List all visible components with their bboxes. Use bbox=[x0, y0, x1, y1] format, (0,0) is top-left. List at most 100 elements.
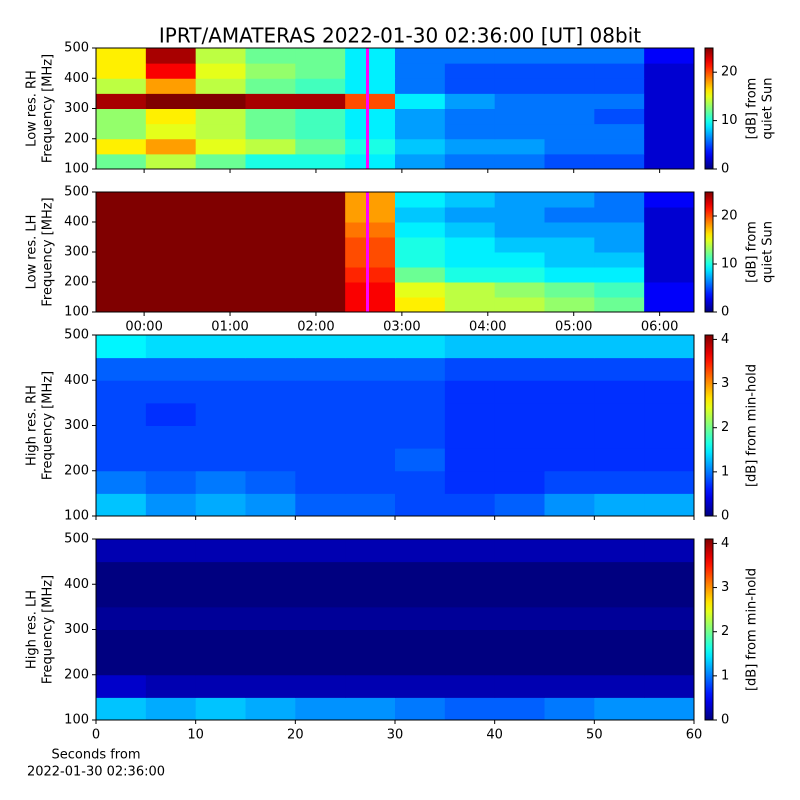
heatmap-cell bbox=[594, 267, 645, 283]
heatmap-cell bbox=[295, 357, 346, 381]
heatmap-cell bbox=[444, 222, 496, 238]
heatmap-cell bbox=[544, 252, 595, 268]
heatmap-cell bbox=[245, 380, 296, 404]
colorbar-tick-label: 1 bbox=[721, 464, 729, 479]
heatmap-cell bbox=[145, 138, 197, 155]
heatmap-cell bbox=[544, 267, 595, 283]
heatmap-cell bbox=[494, 123, 545, 140]
heatmap-cell bbox=[494, 470, 545, 494]
heatmap-cell bbox=[644, 470, 695, 494]
heatmap-cell bbox=[295, 470, 346, 494]
heatmap-cell bbox=[245, 138, 296, 155]
heatmap-cell bbox=[295, 380, 346, 404]
heatmap-cell bbox=[444, 237, 496, 253]
heatmap-cell bbox=[444, 93, 496, 109]
colorbar-tick-label: 20 bbox=[721, 65, 738, 80]
heatmap-cell bbox=[96, 674, 147, 698]
heatmap-cell bbox=[544, 93, 595, 109]
y-axis-label: Frequency [MHz] bbox=[41, 54, 56, 163]
heatmap-cell bbox=[96, 192, 147, 208]
heatmap-cell bbox=[345, 192, 396, 208]
heatmap-cell bbox=[594, 48, 645, 64]
colorbar-label: [dB] from bbox=[745, 221, 760, 283]
heatmap-cell bbox=[594, 652, 645, 676]
heatmap-cell bbox=[145, 63, 197, 79]
heatmap-cell bbox=[245, 652, 296, 676]
heatmap-cell bbox=[395, 63, 446, 79]
x-tick-label: 04:00 bbox=[469, 320, 506, 335]
heatmap-cell bbox=[195, 606, 246, 630]
heatmap-cell bbox=[444, 192, 496, 208]
heatmap-cell bbox=[444, 539, 496, 563]
heatmap-cell bbox=[195, 448, 246, 472]
heatmap-cell bbox=[345, 153, 396, 170]
heatmap-cell bbox=[644, 192, 695, 208]
colorbar bbox=[704, 538, 714, 721]
heatmap-cell bbox=[295, 48, 346, 64]
heatmap-cell bbox=[594, 380, 645, 404]
heatmap-cell bbox=[594, 108, 645, 125]
heatmap-cell bbox=[395, 697, 446, 721]
heatmap-cell bbox=[494, 357, 545, 381]
heatmap-cell bbox=[544, 652, 595, 676]
heatmap-cell bbox=[544, 606, 595, 630]
heatmap-cell bbox=[444, 493, 496, 517]
heatmap-cell bbox=[245, 222, 296, 238]
heatmap-cell bbox=[195, 237, 246, 253]
heatmap-cell bbox=[345, 267, 396, 283]
heatmap-cell bbox=[594, 493, 645, 517]
x-tick-label: 00:00 bbox=[125, 320, 162, 335]
heatmap-cell bbox=[395, 448, 446, 472]
y-tick-label: 500 bbox=[64, 185, 89, 200]
heatmap-cell bbox=[594, 674, 645, 698]
colorbar-label: [dB] from min-hold bbox=[745, 364, 760, 487]
heatmap-cell bbox=[345, 297, 396, 313]
heatmap-cell bbox=[145, 237, 197, 253]
heatmap-cell bbox=[345, 697, 396, 721]
heatmap-cell bbox=[594, 448, 645, 472]
y-axis-label: Low res. RH bbox=[25, 70, 40, 147]
heatmap-cell bbox=[544, 63, 595, 79]
x-tick-label: 0 bbox=[92, 728, 100, 743]
heatmap-cell bbox=[195, 297, 246, 313]
heatmap-cell bbox=[444, 207, 496, 223]
colorbar bbox=[704, 334, 714, 517]
heatmap-cell bbox=[544, 48, 595, 64]
heatmap-cell bbox=[245, 448, 296, 472]
heatmap-cell bbox=[594, 63, 645, 79]
heatmap-cell bbox=[444, 629, 496, 653]
x-tick-label: 40 bbox=[486, 728, 503, 743]
heatmap-cell bbox=[444, 108, 496, 125]
y-axis-label: High res. RH bbox=[25, 385, 40, 466]
heatmap-cell bbox=[195, 108, 246, 125]
heatmap-cell bbox=[494, 207, 545, 223]
heatmap-cell bbox=[295, 252, 346, 268]
heatmap-cell bbox=[145, 222, 197, 238]
heatmap-cell bbox=[295, 192, 346, 208]
heatmap-cell bbox=[145, 493, 197, 517]
heatmap-cell bbox=[395, 584, 446, 608]
heatmap-cell bbox=[444, 652, 496, 676]
heatmap-cell bbox=[444, 561, 496, 585]
heatmap-cell bbox=[145, 606, 197, 630]
heatmap-cell bbox=[544, 539, 595, 563]
heatmap-cell bbox=[295, 674, 346, 698]
heatmap-cell bbox=[295, 297, 346, 313]
y-axis-label: Frequency [MHz] bbox=[41, 197, 56, 306]
heatmap-cell bbox=[96, 138, 147, 155]
heatmap-cell bbox=[395, 123, 446, 140]
heatmap-cell bbox=[395, 252, 446, 268]
heatmap-cell bbox=[345, 123, 396, 140]
heatmap-cell bbox=[195, 380, 246, 404]
x-tick-label: 06:00 bbox=[641, 320, 678, 335]
heatmap-cell bbox=[245, 93, 296, 109]
colorbar-tick-label: 4 bbox=[721, 332, 729, 347]
heatmap-cell bbox=[295, 63, 346, 79]
x-axis-label: Seconds from bbox=[51, 748, 140, 763]
heatmap-cell bbox=[544, 493, 595, 517]
heatmap-cell bbox=[245, 63, 296, 79]
heatmap-cell bbox=[594, 335, 645, 359]
heatmap-cell bbox=[145, 93, 197, 109]
heatmap-cell bbox=[494, 629, 545, 653]
heatmap-cell bbox=[644, 674, 695, 698]
